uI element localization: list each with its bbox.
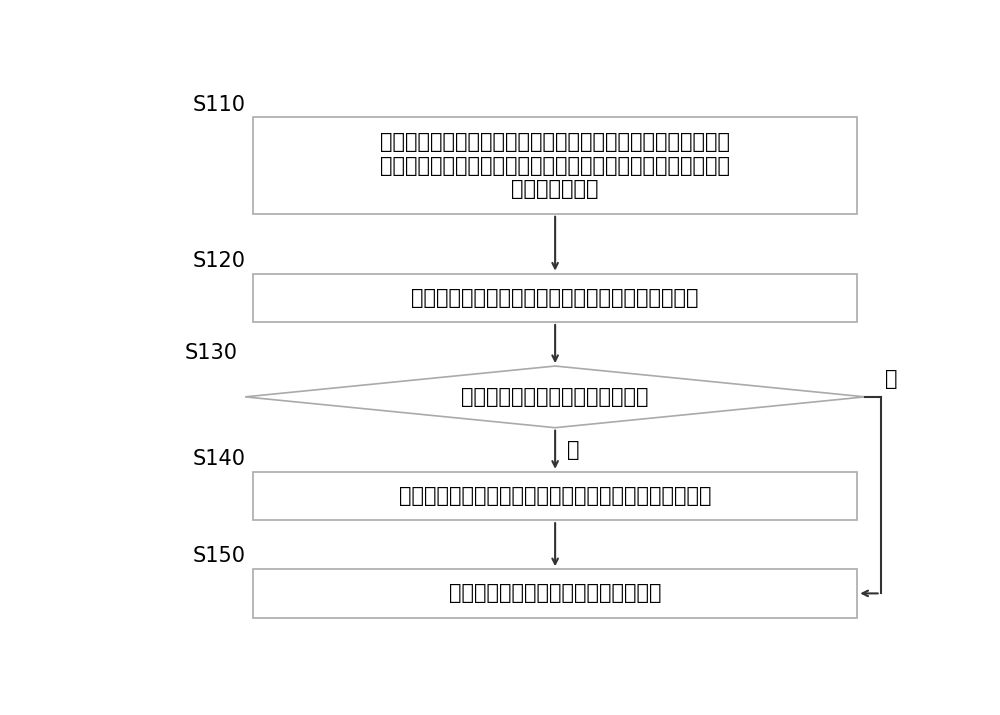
Text: S140: S140 [192,449,245,469]
Text: S150: S150 [192,546,245,566]
Text: 所述第一服务器从所述消息队列中获取所述数据任务: 所述第一服务器从所述消息队列中获取所述数据任务 [411,287,699,307]
Bar [253,117,857,214]
Text: S130: S130 [184,343,237,363]
Bar [253,569,857,618]
Text: S110: S110 [192,94,245,114]
Text: 否: 否 [885,369,897,388]
Text: 所述第一服务器将该第一类任务下发至一个或多个客户端: 所述第一服务器将该第一类任务下发至一个或多个客户端 [399,486,711,506]
Bar [253,274,857,322]
Text: 第一服务器按设定的周期将数据任务存入一消息队列，所述数据
任务包括第一类任务及对所述第一类任务的任务状态进行统计查
询的第二类任务: 第一服务器按设定的周期将数据任务存入一消息队列，所述数据 任务包括第一类任务及对… [380,132,730,199]
Text: 所述数据任务是否为第一类任务？: 所述数据任务是否为第一类任务？ [461,387,649,407]
Text: 是: 是 [567,440,579,460]
Polygon shape [245,366,865,428]
Text: 所述第一服务器本地执行该第二类任务: 所述第一服务器本地执行该第二类任务 [449,583,661,603]
Bar [253,472,857,521]
Text: S120: S120 [192,251,245,271]
